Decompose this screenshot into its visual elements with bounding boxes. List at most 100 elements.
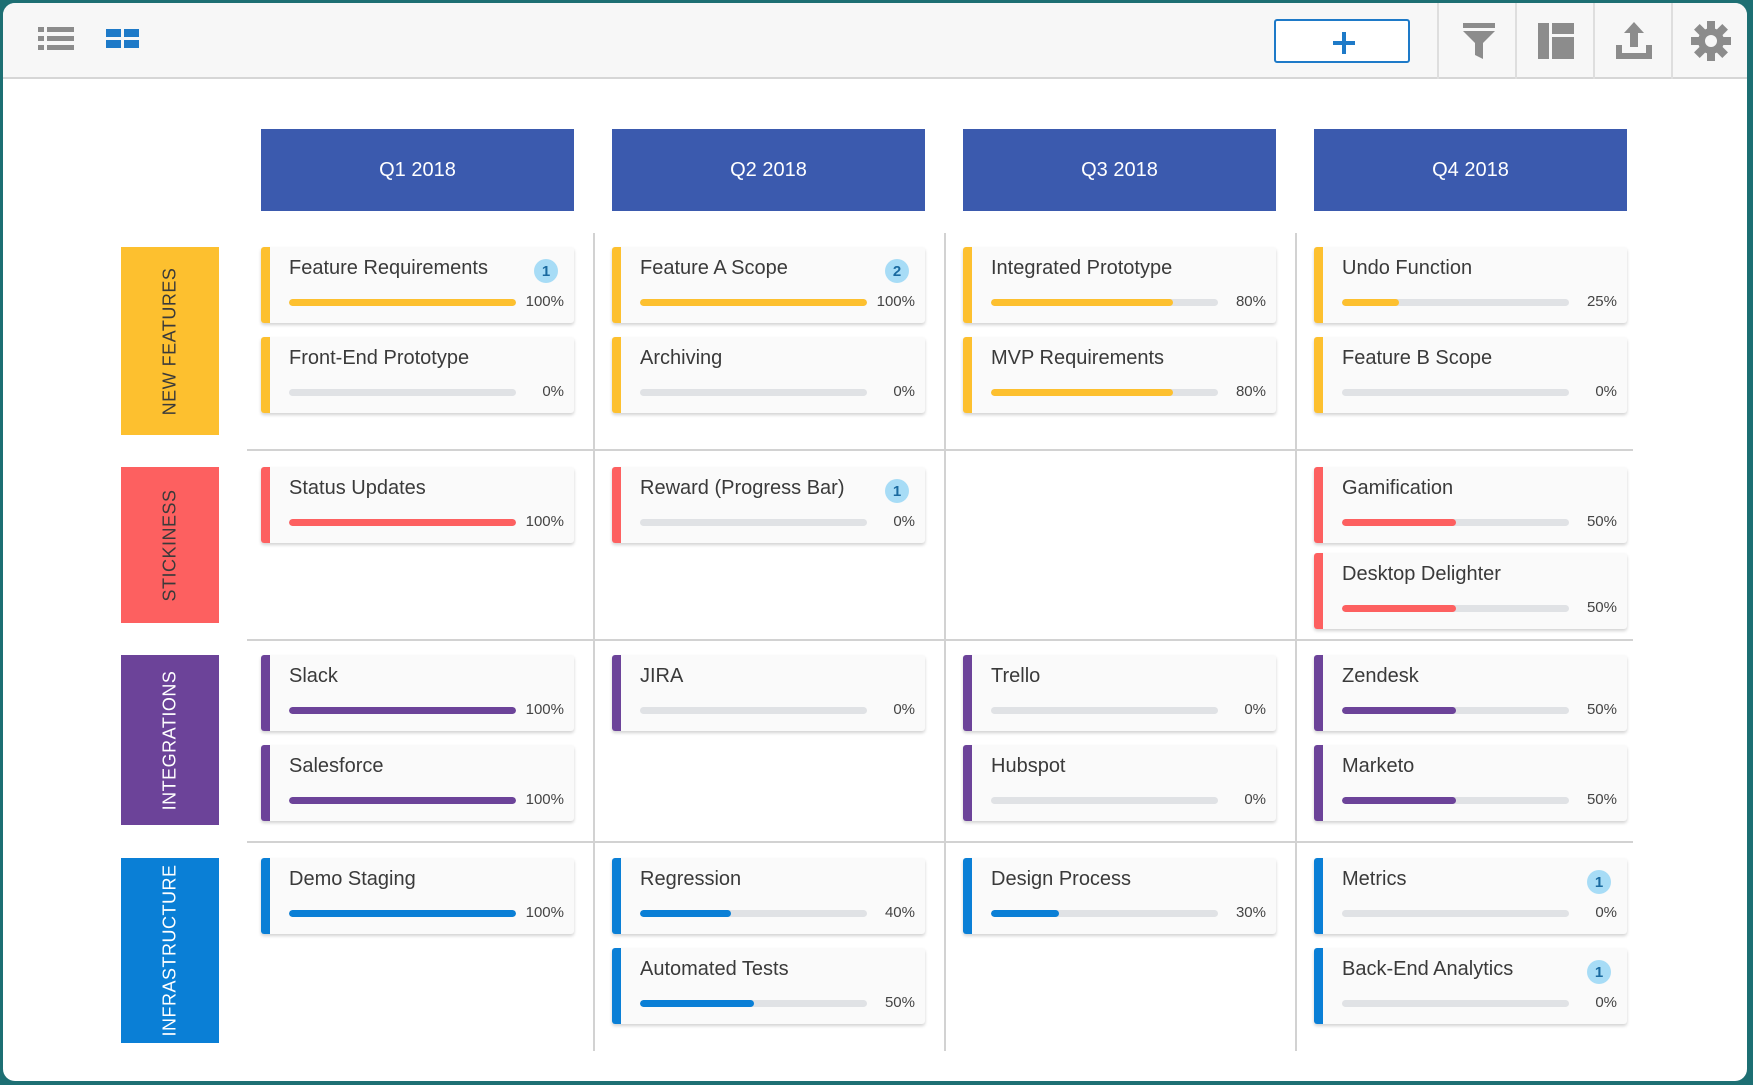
lane-divider <box>247 639 1633 641</box>
card-title: Undo Function <box>1342 257 1473 279</box>
progress-percent: 0% <box>1244 701 1266 718</box>
quarter-header[interactable]: Q3 2018 <box>963 129 1276 211</box>
progress-bar-fill <box>1342 519 1456 526</box>
settings-icon[interactable] <box>1691 21 1731 61</box>
progress-percent: 80% <box>1235 383 1266 400</box>
roadmap-card[interactable]: Metrics 0% 1 <box>1314 858 1627 934</box>
progress-bar-fill <box>289 910 516 917</box>
progress-percent: 50% <box>1586 599 1617 616</box>
progress-percent: 50% <box>884 994 915 1011</box>
card-color-stripe <box>612 655 621 731</box>
lane-label-text: NEW FEATURES <box>159 267 180 415</box>
card-color-stripe <box>1314 337 1323 413</box>
roadmap-card[interactable]: Automated Tests 50% <box>612 948 925 1024</box>
card-color-stripe <box>1314 467 1323 543</box>
roadmap-card[interactable]: Trello 0% <box>963 655 1276 731</box>
comment-count-badge[interactable]: 1 <box>1587 960 1611 984</box>
progress-percent: 0% <box>542 383 564 400</box>
plus-icon <box>1333 32 1355 54</box>
roadmap-card[interactable]: Integrated Prototype 80% <box>963 247 1276 323</box>
roadmap-card[interactable]: Demo Staging 100% <box>261 858 574 934</box>
progress-bar <box>289 299 516 306</box>
filter-icon[interactable] <box>1459 21 1499 61</box>
progress-percent: 25% <box>1586 293 1617 310</box>
card-title: Feature A Scope <box>640 257 788 279</box>
progress-bar <box>640 910 867 917</box>
card-color-stripe <box>261 655 270 731</box>
card-color-stripe <box>963 745 972 821</box>
progress-bar-fill <box>1342 299 1399 306</box>
roadmap-card[interactable]: Gamification 50% <box>1314 467 1627 543</box>
roadmap-card[interactable]: Feature Requirements 100% 1 <box>261 247 574 323</box>
card-color-stripe <box>261 467 270 543</box>
lane-label-integrations[interactable]: INTEGRATIONS <box>121 655 219 825</box>
card-color-stripe <box>1314 858 1323 934</box>
card-title: Salesforce <box>289 755 384 777</box>
progress-percent: 0% <box>1595 383 1617 400</box>
roadmap-card[interactable]: Slack 100% <box>261 655 574 731</box>
toolbar-divider <box>1671 3 1673 79</box>
roadmap-card[interactable]: Feature B Scope 0% <box>1314 337 1627 413</box>
roadmap-card[interactable]: MVP Requirements 80% <box>963 337 1276 413</box>
progress-bar-fill <box>289 797 516 804</box>
card-title: Regression <box>640 868 742 890</box>
card-title: Integrated Prototype <box>991 257 1173 279</box>
roadmap-card[interactable]: Desktop Delighter 50% <box>1314 553 1627 629</box>
lane-label-infrastructure[interactable]: INFRASTRUCTURE <box>121 858 219 1043</box>
lane-label-new-features[interactable]: NEW FEATURES <box>121 247 219 435</box>
roadmap-card[interactable]: Status Updates 100% <box>261 467 574 543</box>
progress-bar-fill <box>640 299 867 306</box>
roadmap-card[interactable]: JIRA 0% <box>612 655 925 731</box>
card-title: JIRA <box>640 665 684 687</box>
roadmap-card[interactable]: Undo Function 25% <box>1314 247 1627 323</box>
roadmap-card[interactable]: Reward (Progress Bar) 0% 1 <box>612 467 925 543</box>
toolbar-divider <box>1593 3 1595 79</box>
card-title: Gamification <box>1342 477 1454 499</box>
progress-percent: 100% <box>525 904 564 921</box>
progress-percent: 0% <box>1244 791 1266 808</box>
quarter-header[interactable]: Q1 2018 <box>261 129 574 211</box>
add-button[interactable] <box>1274 19 1410 63</box>
progress-bar <box>1342 797 1569 804</box>
lane-label-stickiness[interactable]: STICKINESS <box>121 467 219 623</box>
roadmap-card[interactable]: Front-End Prototype 0% <box>261 337 574 413</box>
progress-bar <box>1342 910 1569 917</box>
card-title: Zendesk <box>1342 665 1419 687</box>
card-title: Design Process <box>991 868 1132 890</box>
roadmap-card[interactable]: Feature A Scope 100% 2 <box>612 247 925 323</box>
app-window: Q1 2018 Q2 2018 Q3 2018 Q4 2018 NEW FEATURES… <box>3 3 1747 1081</box>
roadmap-card[interactable]: Salesforce 100% <box>261 745 574 821</box>
card-color-stripe <box>261 247 270 323</box>
quarter-header[interactable]: Q4 2018 <box>1314 129 1627 211</box>
progress-percent: 40% <box>884 904 915 921</box>
layout-icon[interactable] <box>1536 21 1576 61</box>
roadmap-card[interactable]: Marketo 50% <box>1314 745 1627 821</box>
progress-bar <box>640 389 867 396</box>
card-title: Desktop Delighter <box>1342 563 1501 585</box>
roadmap-card[interactable]: Design Process 30% <box>963 858 1276 934</box>
lane-label-text: INTEGRATIONS <box>159 670 180 810</box>
quarter-header[interactable]: Q2 2018 <box>612 129 925 211</box>
comment-count-badge[interactable]: 1 <box>1587 870 1611 894</box>
progress-bar <box>991 707 1218 714</box>
card-color-stripe <box>963 655 972 731</box>
roadmap-card[interactable]: Hubspot 0% <box>963 745 1276 821</box>
progress-bar <box>289 389 516 396</box>
progress-bar <box>1342 519 1569 526</box>
card-title: Reward (Progress Bar) <box>640 477 845 499</box>
export-icon[interactable] <box>1614 21 1654 61</box>
list-view-icon[interactable] <box>36 21 76 61</box>
roadmap-card[interactable]: Zendesk 50% <box>1314 655 1627 731</box>
roadmap-card[interactable]: Back-End Analytics 0% 1 <box>1314 948 1627 1024</box>
card-title: Front-End Prototype <box>289 347 470 369</box>
comment-count-badge[interactable]: 2 <box>885 259 909 283</box>
comment-count-badge[interactable]: 1 <box>534 259 558 283</box>
progress-percent: 100% <box>525 293 564 310</box>
progress-bar <box>991 389 1218 396</box>
roadmap-card[interactable]: Regression 40% <box>612 858 925 934</box>
roadmap-card[interactable]: Archiving 0% <box>612 337 925 413</box>
progress-bar <box>1342 605 1569 612</box>
card-color-stripe <box>1314 553 1323 629</box>
comment-count-badge[interactable]: 1 <box>885 479 909 503</box>
board-view-icon[interactable] <box>103 21 143 61</box>
